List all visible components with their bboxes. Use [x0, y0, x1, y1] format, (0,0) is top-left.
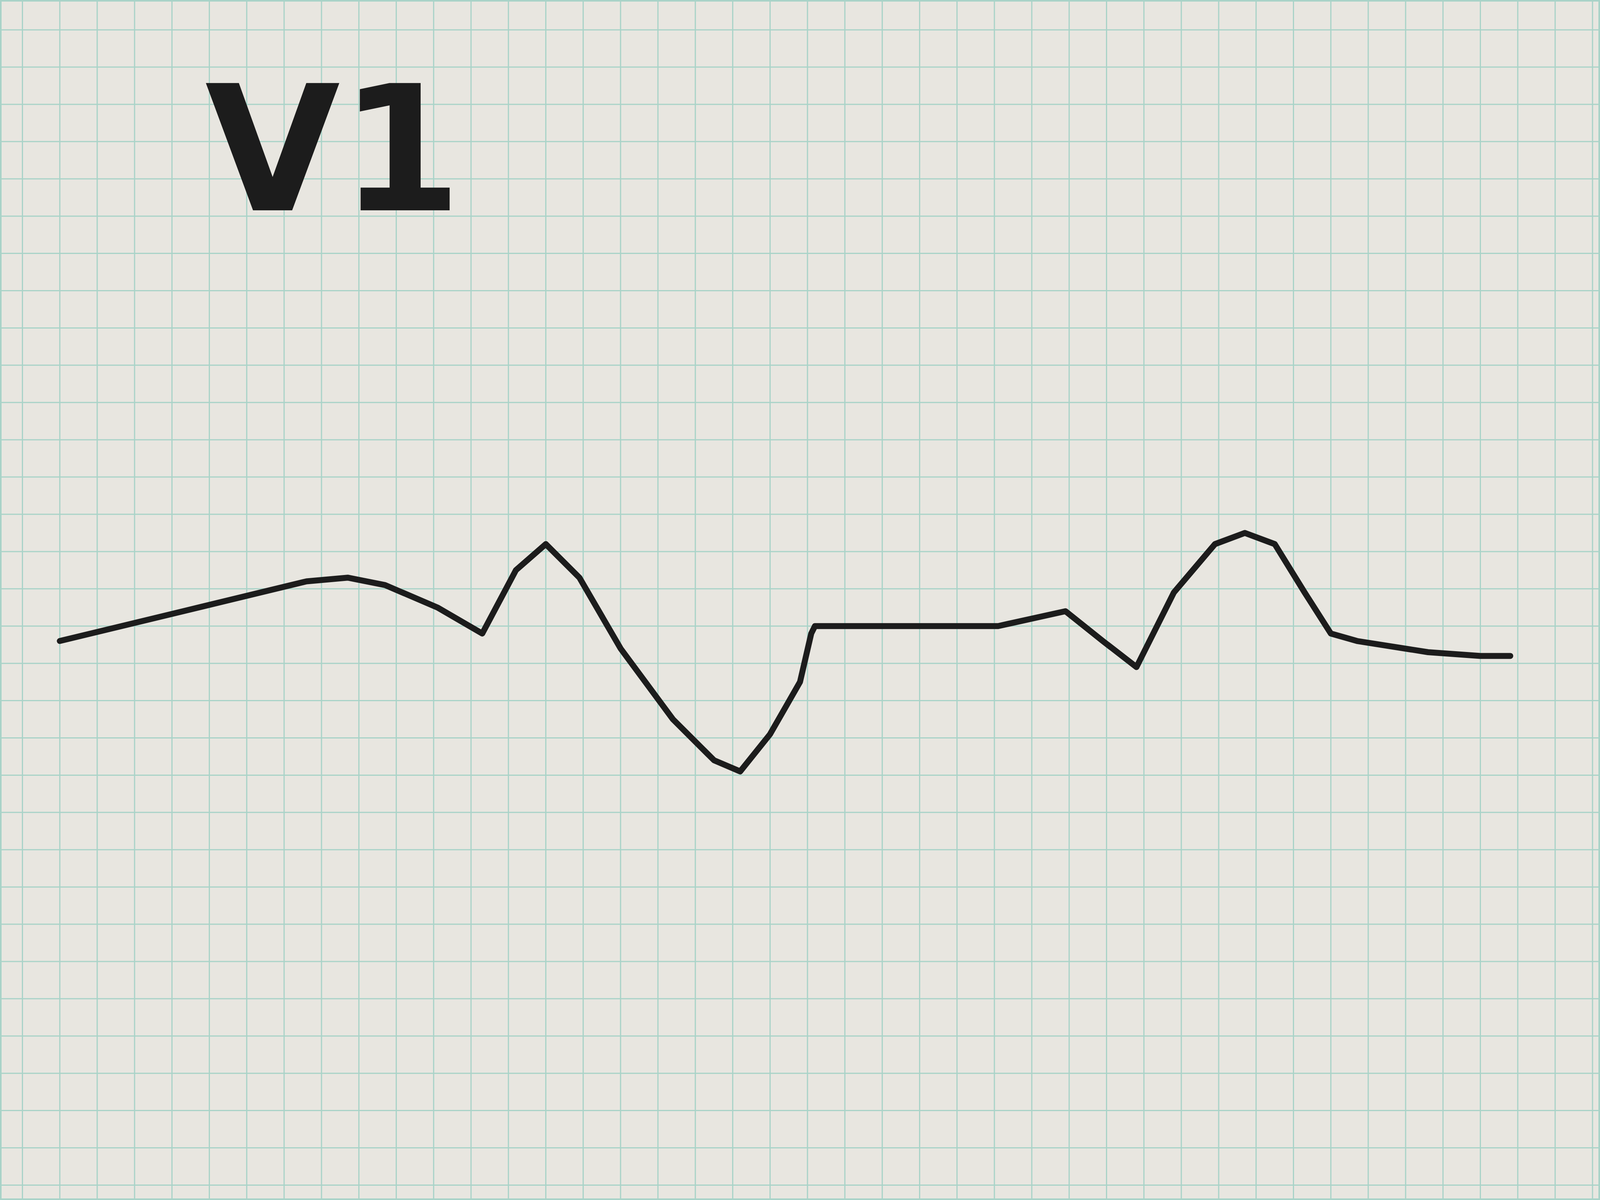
grid-line-x [59, 0, 61, 1200]
grid-line-x [1517, 0, 1519, 1200]
grid-line-y [0, 960, 1600, 962]
grid-line-x [1255, 0, 1257, 1200]
grid-line-x [1218, 0, 1220, 1200]
grid-line-y [0, 849, 1600, 851]
grid-line-y [0, 588, 1600, 590]
grid-line-x [96, 0, 98, 1200]
paper [0, 0, 1600, 1200]
grid-line-x [1031, 0, 1033, 1200]
grid-line-y [0, 1072, 1600, 1074]
grid-line-x [657, 0, 659, 1200]
grid-line-x [1442, 0, 1444, 1200]
grid-line-x [171, 0, 173, 1200]
grid-line-x [21, 0, 24, 1200]
grid-line-y [0, 886, 1600, 888]
grid-line-y [0, 1147, 1600, 1149]
grid-line-x [582, 0, 584, 1200]
grid-line-y [0, 923, 1600, 925]
grid-line-y [0, 513, 1600, 516]
grid-line-x [919, 0, 921, 1200]
grid-line-x [1292, 0, 1295, 1200]
grid-line-y [0, 1184, 1600, 1186]
grid-line-x [1554, 0, 1556, 1200]
grid-line-x [1105, 0, 1108, 1200]
grid-line-x [732, 0, 734, 1200]
grid-line-y [0, 700, 1600, 702]
grid-line-x [806, 0, 808, 1200]
grid-line-x [881, 0, 883, 1200]
grid-line-y [0, 29, 1600, 31]
grid-line-y [0, 290, 1600, 292]
grid-line-x [694, 0, 697, 1200]
grid-line-y [0, 625, 1600, 627]
grid-line-y [0, 252, 1600, 254]
grid-line-x [1405, 0, 1407, 1200]
grid-line-y [0, 662, 1600, 664]
plot-area [59, 532, 1511, 772]
grid-line-x [1592, 0, 1594, 1200]
grid-line-x [1330, 0, 1332, 1200]
grid-line-x [470, 0, 472, 1200]
grid-line-y [0, 364, 1600, 366]
grid-line-y [0, 811, 1600, 814]
grid-line-x [1068, 0, 1070, 1200]
grid-line-x [507, 0, 510, 1200]
grid-line-x [1143, 0, 1145, 1200]
grid-line-y [0, 1035, 1600, 1037]
plot-frame [0, 0, 1600, 1200]
grid-line-x [545, 0, 547, 1200]
grid-line-x [619, 0, 622, 1200]
grid-line-y [0, 774, 1600, 776]
grid-line-y [0, 1109, 1600, 1112]
grid-line-x [1367, 0, 1369, 1200]
grid-line-y [0, 737, 1600, 739]
grid-line-y [0, 439, 1600, 441]
grid-line-y [0, 401, 1600, 404]
grid-line-x [1180, 0, 1182, 1200]
grid-line-x [993, 0, 995, 1200]
grid-line-y [0, 327, 1600, 329]
grid-line-x [844, 0, 846, 1200]
trace-line [59, 532, 1511, 772]
grid-line-y [0, 476, 1600, 478]
chart: V1 [0, 0, 1600, 1200]
grid-line-x [1479, 0, 1481, 1200]
grid [0, 0, 1600, 1200]
grid-line-y [0, 998, 1600, 1000]
grid-line-x [956, 0, 958, 1200]
grid-line-y [0, 550, 1600, 552]
grid-line-x [769, 0, 771, 1200]
grid-line-x [134, 0, 136, 1200]
title: V1 [205, 48, 462, 252]
